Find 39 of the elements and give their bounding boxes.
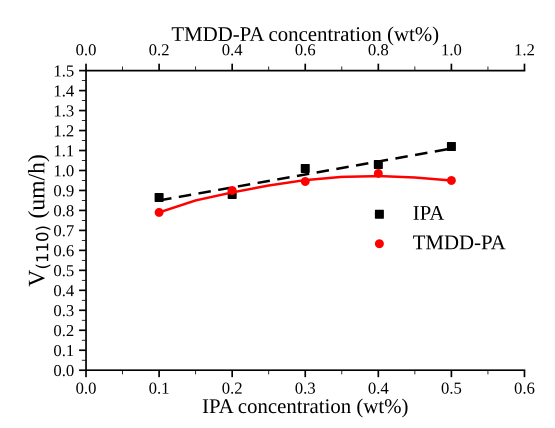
x2-tick-label: 0.8 — [368, 44, 388, 56]
x-tick-label: 0.4 — [368, 382, 388, 394]
y-tick-label: 0.3 — [54, 305, 74, 316]
y-tick-label: 1.5 — [54, 65, 74, 77]
x2-tick-label: 0.2 — [149, 44, 169, 56]
x2-tick-label: 0.6 — [295, 44, 316, 56]
x-tick-label: 0.1 — [149, 382, 169, 394]
x-tick-label: 0.0 — [76, 382, 96, 394]
x2-tick-label: 1.0 — [442, 44, 462, 56]
y-tick-label: 0.7 — [54, 225, 74, 236]
y-tick-label: 1.1 — [54, 145, 74, 157]
x-tick-label: 0.2 — [222, 382, 242, 394]
x-tick-label: 0.3 — [295, 382, 316, 394]
y-tick-label: 0.9 — [54, 185, 74, 196]
y-tick-label: 0.1 — [54, 344, 74, 356]
point — [374, 160, 383, 169]
legend-label: TMDD-PA — [413, 235, 506, 250]
x2-tick-label: 0.4 — [222, 44, 242, 56]
x2-tick-label: 0.0 — [76, 44, 96, 56]
x-tick-label: 0.6 — [514, 382, 534, 394]
y-axis-title: V$_{(110)}$ (um/h) — [28, 155, 50, 286]
point — [446, 142, 456, 152]
y-tick-label: 0.0 — [54, 364, 74, 376]
x2-axis-title: TMDD-PA concentration (wt%) — [172, 26, 438, 46]
y-tick-label: 0.4 — [54, 285, 74, 296]
x-tick-label: 0.5 — [442, 382, 462, 394]
point — [154, 192, 164, 202]
y-tick-label: 1.3 — [54, 105, 74, 117]
point — [300, 164, 310, 173]
y-tick-label: 0.8 — [54, 205, 74, 216]
x-axis-title: IPA concentration (wt%) — [202, 398, 408, 418]
y-tick-label: 1.4 — [54, 85, 74, 97]
y-tick-label: 0.2 — [54, 324, 74, 336]
y-tick-label: 1.2 — [54, 125, 74, 137]
y-tick-label: 1.0 — [54, 165, 74, 177]
y-tick-label: 0.5 — [54, 265, 74, 276]
legend-label: IPA — [413, 206, 444, 220]
y-tick-label: 0.6 — [54, 245, 74, 256]
x2-tick-label: 1.2 — [516, 44, 534, 56]
